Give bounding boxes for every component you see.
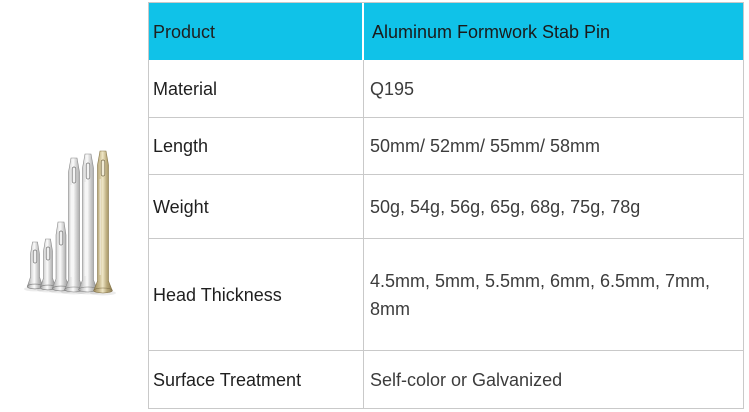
spec-header-value-cell: Aluminum Formwork Stab Pin	[364, 3, 743, 60]
product-photo	[0, 0, 148, 412]
spec-value-surface-treatment: Self-color or Galvanized	[370, 369, 563, 390]
product-spec-table: Product Aluminum Formwork Stab Pin Mater…	[148, 2, 744, 409]
spec-label-weight: Weight	[153, 196, 209, 217]
stab-pin-2	[39, 238, 57, 291]
stab-pin-1	[26, 241, 44, 290]
spec-value-weight: 50g, 54g, 56g, 65g, 68g, 75g, 78g	[370, 196, 641, 217]
stab-pin-4	[64, 157, 84, 293]
spec-row-weight-label-cell: Weight	[149, 175, 364, 239]
spec-row-weight-value-cell: 50g, 54g, 56g, 65g, 68g, 75g, 78g	[364, 175, 743, 239]
stab-pin-6	[93, 150, 113, 294]
spec-row-surface-treatment-label-cell: Surface Treatment	[149, 351, 364, 408]
spec-row-head-thickness-label-cell: Head Thickness	[149, 239, 364, 351]
stab-pins-image	[24, 150, 116, 296]
spec-row-surface-treatment-value-cell: Self-color or Galvanized	[364, 351, 743, 408]
spec-row-length-value-cell: 50mm/ 52mm/ 55mm/ 58mm	[364, 118, 743, 175]
spec-value-head-thickness: 4.5mm, 5mm, 5.5mm, 6mm, 6.5mm, 7mm, 8mm	[370, 270, 711, 319]
spec-value-length: 50mm/ 52mm/ 55mm/ 58mm	[370, 136, 601, 156]
spec-header-label: Product	[153, 21, 216, 42]
spec-header-label-cell: Product	[149, 3, 364, 60]
spec-label-surface-treatment: Surface Treatment	[153, 369, 302, 390]
stab-pin-5	[78, 153, 98, 293]
spec-row-material-value-cell: Q195	[364, 60, 743, 118]
stab-pin-3	[52, 221, 70, 292]
spec-label-material: Material	[153, 78, 218, 99]
spec-label-head-thickness: Head Thickness	[153, 284, 282, 305]
spec-value-material: Q195	[370, 78, 415, 99]
spec-label-length: Length	[153, 136, 209, 156]
spec-header-value: Aluminum Formwork Stab Pin	[372, 21, 611, 42]
spec-row-head-thickness-value-cell: 4.5mm, 5mm, 5.5mm, 6mm, 6.5mm, 7mm, 8mm	[364, 239, 743, 351]
spec-row-length-label-cell: Length	[149, 118, 364, 175]
spec-row-material-label-cell: Material	[149, 60, 364, 118]
